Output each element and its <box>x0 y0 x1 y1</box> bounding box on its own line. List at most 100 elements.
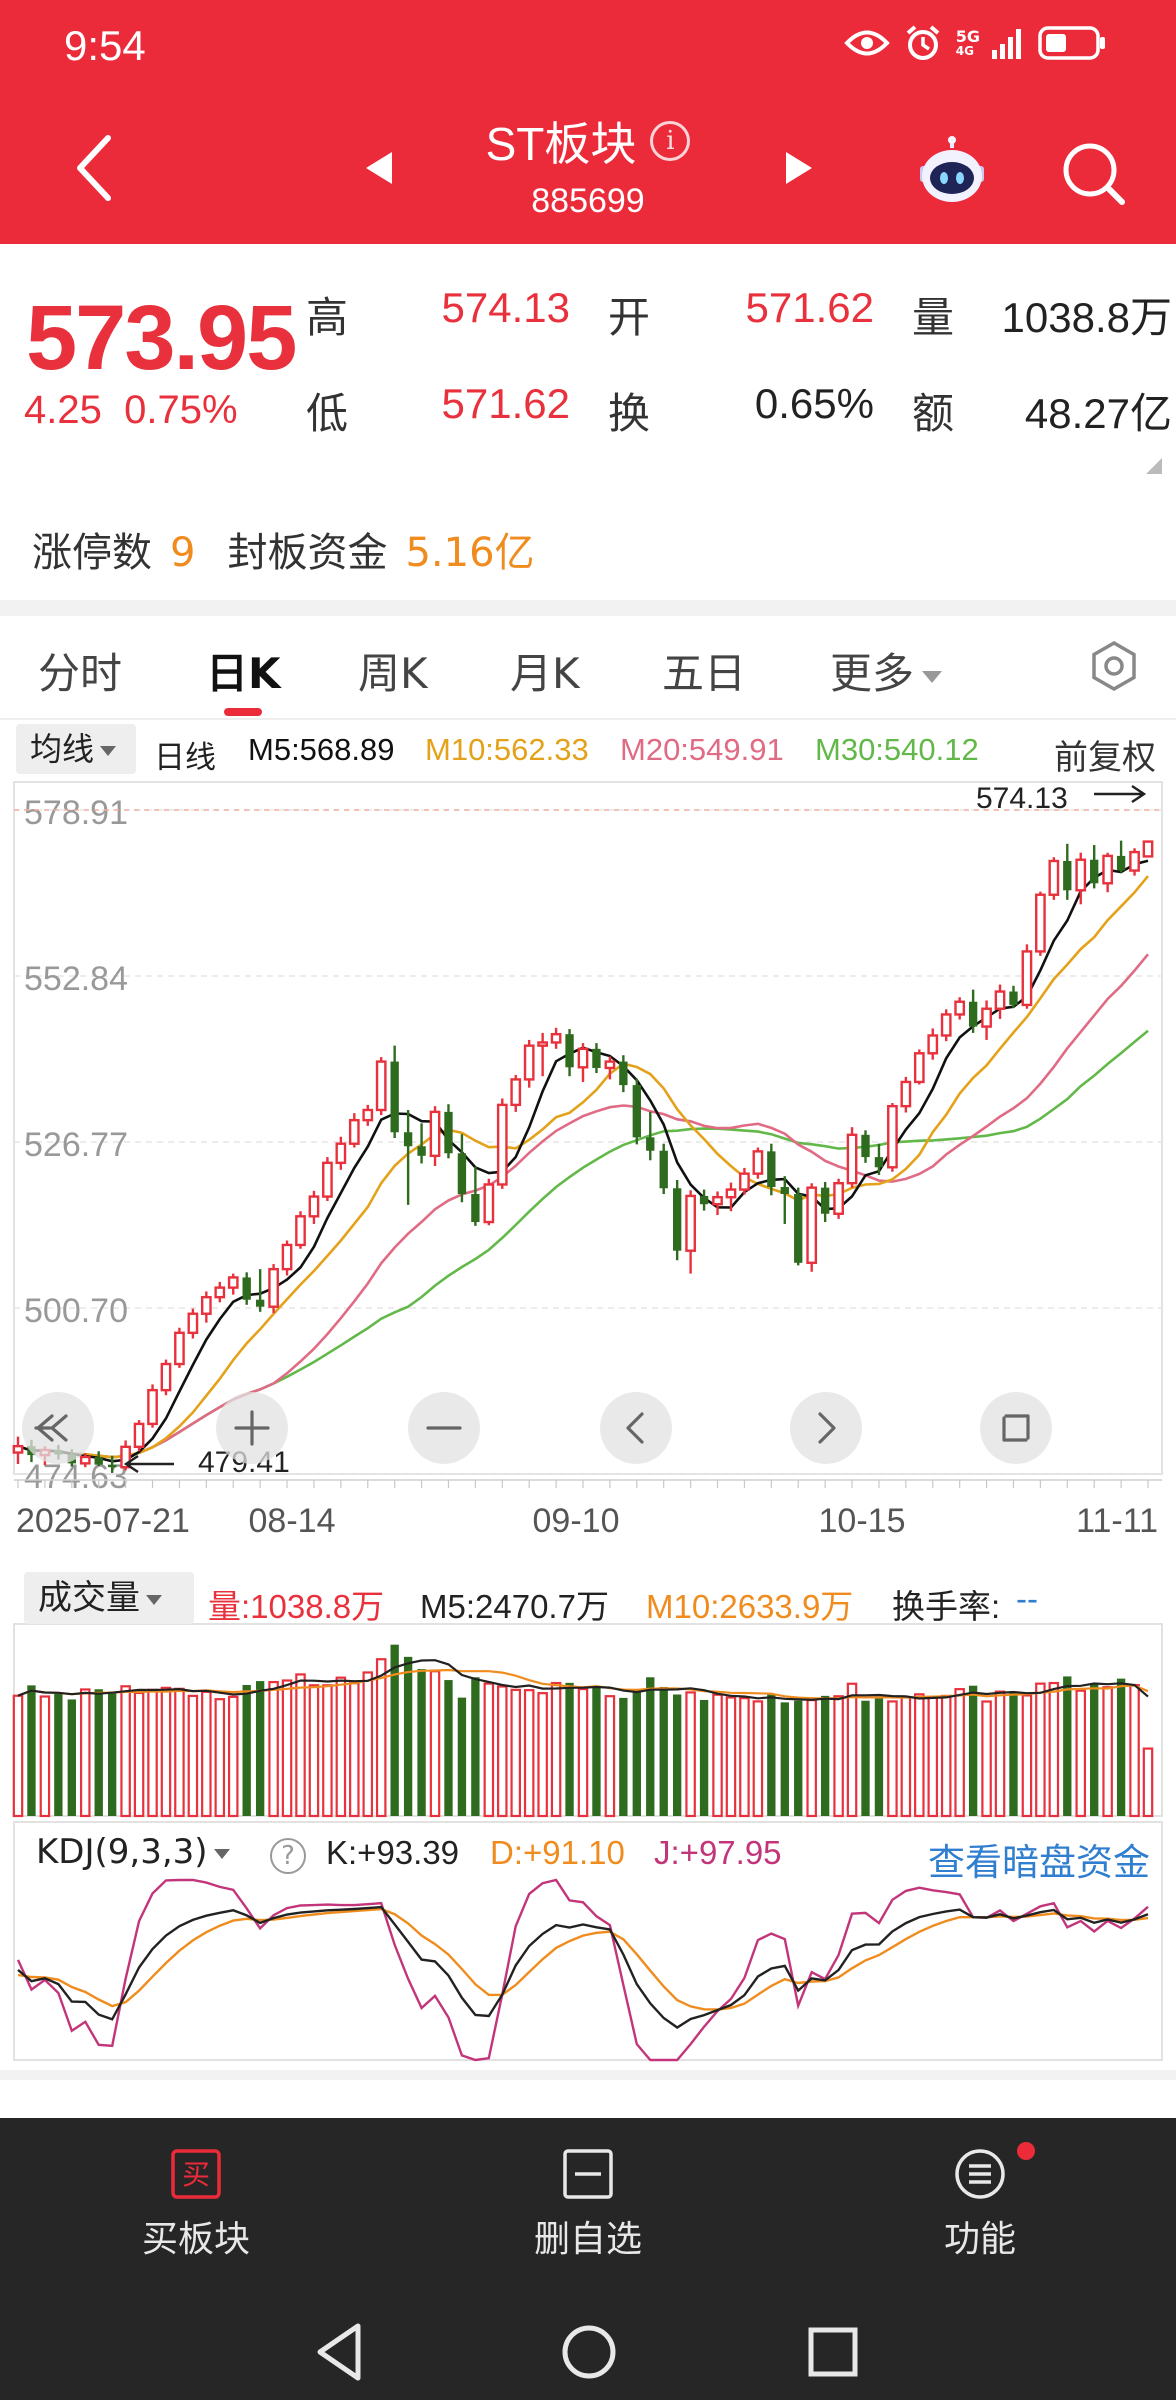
candle-body <box>362 1108 374 1122</box>
candle-body <box>444 1111 453 1154</box>
volume-bar <box>201 1690 212 1818</box>
tab-more[interactable]: 更多 <box>830 640 943 701</box>
buy-sector-button[interactable]: 买 买板块 <box>96 2148 296 2262</box>
candle-body <box>619 1061 628 1086</box>
prev-sector-button[interactable] <box>362 148 396 188</box>
kline-y-tick: 500.70 <box>24 1292 128 1330</box>
kdj-indicator-select[interactable]: KDJ(9,3,3) <box>26 1826 258 1878</box>
nav-back-icon[interactable] <box>306 2320 376 2384</box>
candle-body <box>968 1001 978 1027</box>
volume-bar <box>79 1688 91 1818</box>
candle-body <box>348 1118 360 1145</box>
volume-bar <box>1142 1747 1154 1818</box>
tab-daily-k[interactable]: 日K <box>206 649 281 698</box>
volume-bar <box>820 1695 830 1816</box>
volume-bar <box>537 1692 548 1818</box>
back-button[interactable] <box>72 132 116 204</box>
indicator-select[interactable]: 均线 <box>16 724 136 774</box>
low-value: 571.62 <box>441 380 570 427</box>
volume-bar <box>577 1687 589 1818</box>
candle-body <box>846 1133 858 1185</box>
price-change: 4.25 0.75% <box>24 388 238 433</box>
candle-body <box>1063 861 1072 891</box>
candle-body <box>577 1047 589 1069</box>
sector-code: 885699 <box>531 182 645 220</box>
volume-label: 量 <box>912 293 955 342</box>
candle-body <box>604 1060 616 1070</box>
candle-body <box>457 1153 467 1195</box>
volume-bar <box>417 1669 426 1816</box>
functions-button[interactable]: 功能 <box>880 2148 1080 2262</box>
volume-indicator-select[interactable]: 成交量 <box>24 1572 194 1624</box>
volume-bar <box>1021 1694 1033 1818</box>
kline-x-tick: 2025-07-21 <box>16 1502 190 1540</box>
volume-bar <box>806 1698 817 1818</box>
volume-bar <box>335 1676 347 1818</box>
volume-bar <box>375 1658 387 1818</box>
system-nav-bar <box>0 2302 1176 2400</box>
volume-bar <box>861 1700 870 1816</box>
info-icon[interactable]: i <box>650 121 691 161</box>
scroll-right-icon <box>818 1412 836 1444</box>
remove-watchlist-button[interactable]: 删自选 <box>488 2148 688 2262</box>
kline-x-tick: 09-10 <box>533 1502 620 1540</box>
tab-weekly-k[interactable]: 周K <box>358 649 428 698</box>
candle-body <box>685 1194 696 1252</box>
candle-body <box>592 1048 601 1068</box>
candle-body <box>1090 859 1099 884</box>
nav-recents-icon[interactable] <box>798 2320 868 2384</box>
volume-bar <box>900 1696 912 1818</box>
kdj-k-value: K:+93.39 <box>326 1834 460 1871</box>
ma20-value: M20:549.91 <box>620 732 784 767</box>
ma5-value: M5:568.89 <box>248 732 395 767</box>
kdj-frame <box>13 1821 1163 2061</box>
ma20-line <box>17 953 1150 1459</box>
robot-assistant-icon[interactable] <box>912 136 992 208</box>
settings-hexagon-icon[interactable] <box>1088 640 1140 692</box>
candle-body <box>242 1277 251 1300</box>
scroll-left-button[interactable] <box>600 1392 672 1464</box>
help-icon[interactable]: ? <box>270 1838 306 1874</box>
candle-body <box>496 1103 508 1186</box>
candle-body <box>120 1445 131 1469</box>
volume-bar <box>349 1682 360 1818</box>
scroll-right-button[interactable] <box>790 1392 862 1464</box>
zoom-out-fast-button[interactable] <box>22 1392 94 1464</box>
volume-bar <box>846 1682 858 1818</box>
kline-x-tick: 08-14 <box>249 1502 336 1540</box>
next-sector-button[interactable] <box>782 148 816 188</box>
seal-fund-value: 5.16亿 <box>405 530 535 576</box>
kline-chart[interactable]: 578.91552.84526.77500.70474.63574.13479.… <box>0 780 1176 2080</box>
expand-corner-icon[interactable] <box>1146 458 1162 474</box>
candle-body <box>672 1188 682 1251</box>
ma10-value: M10:562.33 <box>425 732 589 767</box>
view-dark-fund-link[interactable]: 查看暗盘资金 <box>928 1841 1150 1884</box>
max-arrow-icon <box>1094 785 1147 803</box>
tab-monthly-k[interactable]: 月K <box>510 649 580 698</box>
volume-bar <box>1048 1681 1060 1818</box>
candle-body <box>1142 840 1154 858</box>
volume-bar <box>390 1644 399 1816</box>
volume-bar <box>133 1691 145 1818</box>
candle-body <box>820 1187 830 1214</box>
tab-more-label: 更多 <box>830 649 915 698</box>
page-title: ST板块 <box>485 118 637 170</box>
candle-body <box>255 1299 265 1307</box>
tab-five-day[interactable]: 五日 <box>662 649 747 698</box>
candle-body <box>322 1161 333 1198</box>
volume-bar <box>592 1686 601 1816</box>
adjust-mode[interactable]: 前复权 <box>1054 738 1156 778</box>
volume-bar <box>874 1698 884 1816</box>
kdj-legend: KDJ(9,3,3) ? K:+93.39 D:+91.10 J:+97.95 … <box>0 1826 1176 1884</box>
candle-body <box>1116 855 1126 871</box>
tab-intraday[interactable]: 分时 <box>38 649 123 698</box>
fullscreen-button[interactable] <box>980 1392 1052 1464</box>
volume-bar <box>632 1690 641 1816</box>
search-icon[interactable] <box>1058 138 1128 208</box>
volume-bar <box>281 1679 293 1818</box>
status-icons: 5G 4G <box>843 24 1106 62</box>
kdj-j-value: J:+97.95 <box>654 1834 782 1871</box>
volume-bar <box>699 1699 709 1816</box>
volume-bar <box>510 1688 522 1818</box>
nav-home-icon[interactable] <box>554 2320 624 2384</box>
